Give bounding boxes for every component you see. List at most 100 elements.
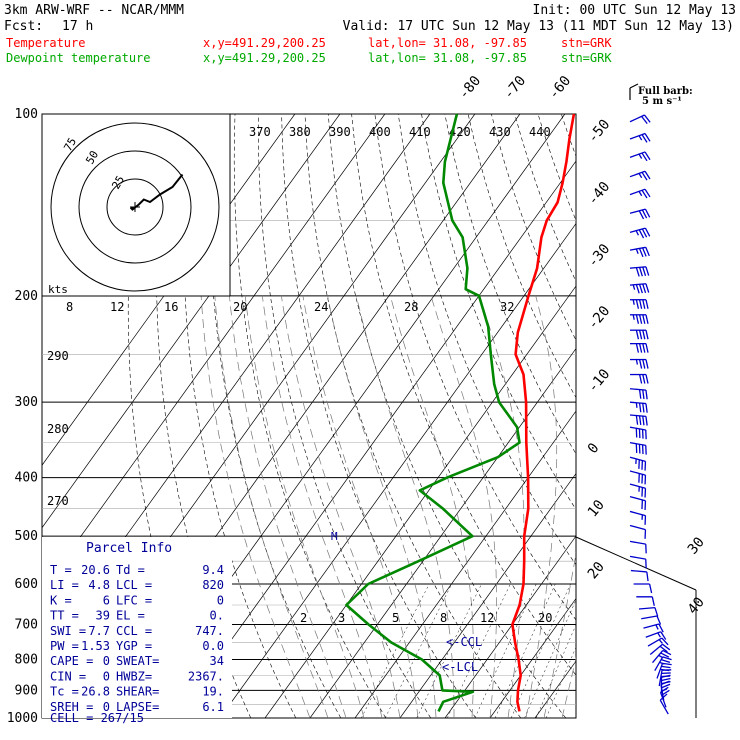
isotherm-label-10: 10	[585, 497, 608, 520]
mixing-ratio-12	[474, 583, 537, 718]
wind-barb-flag-32-0	[645, 343, 649, 353]
wind-barb-staff-9	[647, 637, 663, 647]
wind-barb-staff-19	[629, 524, 646, 531]
wind-barb-29	[629, 388, 648, 400]
wind-barb-flag-14-0	[651, 596, 655, 606]
wind-barb-flag-3-1	[661, 677, 671, 682]
parcel-info-bg	[42, 537, 232, 718]
mixing-ratio-label-low-20: 20	[538, 611, 552, 625]
barb-legend-line2: 5 m s⁻¹	[642, 96, 682, 107]
wind-barb-flag-40-1	[641, 209, 648, 219]
dry-adiabat-370	[467, 114, 576, 399]
wind-barb-27	[629, 414, 648, 426]
init-time: Init: 00 UTC Sun 12 May 13	[533, 3, 737, 18]
mixing-ratio-label-32: 32	[500, 300, 514, 314]
wind-barb-flag-42-0	[644, 170, 651, 180]
wind-barb-half-6	[659, 661, 665, 665]
wind-barb-flag-36-1	[642, 283, 647, 293]
dry-adiabat-label-270: 270	[47, 494, 69, 508]
wind-barb-half-38	[635, 248, 639, 254]
parcel-value-3: 39	[96, 609, 110, 623]
parcel-label2-9: LAPSE=	[116, 700, 159, 714]
wind-barb-flag-33-3	[635, 330, 640, 340]
wind-barb-7	[652, 649, 672, 664]
moist-adiabat-4	[302, 295, 419, 718]
mixing-ratio-16	[494, 583, 556, 718]
wind-barb-flag-39-1	[641, 228, 648, 238]
ccl-marker: <-CCL	[446, 635, 482, 649]
parcel-label-1: LI =	[50, 578, 79, 592]
wind-barb-flag-44-0	[644, 133, 651, 142]
parcel-label-5: PW =	[50, 639, 79, 653]
parcel-value2-8: 19.	[202, 685, 224, 699]
wind-barb-flag-3-2	[661, 681, 671, 685]
pressure-label-700: 700	[15, 617, 38, 632]
wind-barb-flag-40-0	[644, 208, 651, 218]
moist-adiabat--16	[214, 295, 329, 718]
dry-adiabat-420	[585, 114, 740, 718]
wind-barb-flag-5-1	[661, 665, 671, 669]
parcel-value2-3: 0.	[210, 609, 224, 623]
sounding-traces	[345, 113, 576, 712]
wind-barb-33	[630, 329, 649, 340]
wind-barb-flag-43-1	[641, 152, 648, 162]
temperature-trace	[511, 113, 576, 712]
parcel-label-6: CAPE =	[50, 654, 93, 668]
hodograph-units: kts	[48, 283, 68, 296]
isotherm--30	[264, 285, 576, 718]
wind-barb-15	[633, 583, 653, 594]
wind-barb-flag-7-0	[662, 649, 672, 656]
wind-barb-flag-33-1	[642, 330, 646, 340]
wind-barb-34	[630, 314, 649, 324]
wind-barb-flag-32-2	[638, 343, 643, 353]
moist-adiabat--12	[229, 295, 347, 718]
parcel-value-4: 7.7	[88, 624, 110, 638]
wind-barb-flag-27-0	[645, 416, 648, 426]
legend-temperature-xy: x,y=491.29,200.25	[203, 36, 326, 50]
dry-adiabat-350	[421, 114, 576, 510]
parcel-label-7: CIN =	[50, 669, 86, 683]
wind-barb-20	[629, 510, 647, 525]
mixing-ratio-label-low-2: 2	[300, 611, 307, 625]
pressure-label-200: 200	[15, 289, 38, 304]
legend-temperature-latlon: lat,lon= 31.08, -97.85	[368, 36, 527, 50]
wind-barb-flag-39-0	[644, 227, 651, 237]
hodograph-ring-label-50: 50	[83, 149, 101, 167]
parcel-info-panel: Parcel Info T = 20.6 Td = 9.4 LI = 4.8 LCL = 820…	[42, 537, 232, 725]
wind-barb-22	[629, 483, 647, 498]
isotherm-10	[444, 535, 576, 718]
legend-dewpoint-xy: x,y=491.29,200.25	[203, 51, 326, 65]
wind-barb-40	[629, 208, 651, 220]
parcel-label-2: K =	[50, 593, 72, 607]
parcel-value-0: 20.6	[81, 563, 110, 577]
wind-barb-32	[630, 342, 649, 353]
parcel-label2-8: SHEAR=	[116, 685, 159, 699]
parcel-label2-1: LCL =	[116, 578, 152, 592]
moist-adiabat-8	[327, 295, 437, 718]
wind-barb-flag-35-1	[642, 299, 646, 309]
legend-temperature-stn: stn=GRK	[561, 36, 612, 50]
moist-adiabat--4	[261, 295, 383, 718]
dry-adiabat-380	[491, 114, 576, 341]
wind-barb-flag-29-1	[642, 389, 645, 400]
wind-barb-staff-18	[629, 540, 646, 545]
mixing-ratio-5	[416, 583, 482, 718]
wind-barb-24	[629, 456, 647, 471]
wind-barb-flag-27-2	[638, 415, 642, 426]
mixing-ratio-label-24: 24	[314, 300, 328, 314]
wind-barb-flag-33-2	[638, 330, 643, 340]
mixing-ratio-lines	[361, 583, 576, 718]
wind-barb-flag-15-0	[648, 583, 653, 594]
legend-temperature-name: Temperature	[6, 36, 85, 50]
wind-barb-flag-38-0	[645, 247, 650, 257]
theta-label-390: 390	[329, 125, 351, 139]
wind-barb-flag-32-1	[642, 343, 646, 353]
isotherm-label--80: -80	[456, 73, 485, 103]
wind-barb-flag-8-0	[662, 643, 671, 651]
mixing-ratio-label-8: 8	[66, 300, 73, 314]
wind-barb-staff-0	[659, 699, 669, 715]
wind-barb-half-9	[658, 639, 663, 644]
isotherm-label--20: -20	[585, 303, 614, 333]
dry-adiabat-340	[397, 114, 576, 566]
wind-barb-flag-33-0	[645, 330, 649, 340]
